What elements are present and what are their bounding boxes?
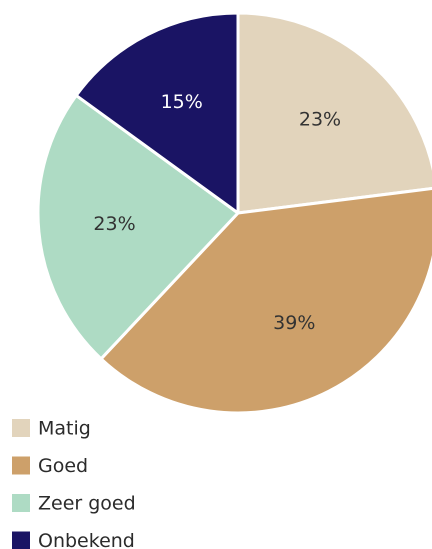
legend-label: Zeer goed: [38, 493, 136, 515]
slice-label: 23%: [299, 108, 341, 130]
pie-slice: [99, 186, 432, 415]
legend-swatch: [12, 494, 30, 512]
legend-label: Goed: [38, 455, 88, 477]
pie-slice: [74, 11, 240, 215]
legend-label: Onbekend: [38, 530, 135, 549]
slice-label: 23%: [93, 213, 135, 235]
slice-label: 15%: [161, 91, 203, 113]
slice-label: 39%: [273, 312, 315, 334]
legend-swatch: [12, 456, 30, 475]
legend-label: Matig: [38, 418, 91, 440]
legend-swatch: [12, 419, 30, 437]
pie-slice: [36, 93, 240, 361]
pie-slice: [236, 11, 432, 215]
legend-swatch: [12, 531, 30, 549]
